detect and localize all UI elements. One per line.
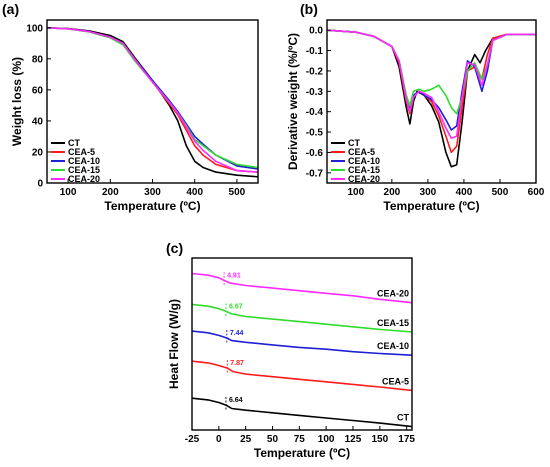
legend-entry: CEA-15 <box>68 165 100 175</box>
x-tick-label: 600 <box>528 187 545 198</box>
y-tick-label: -0.5 <box>306 128 324 139</box>
series-line-cea-5 <box>191 360 413 392</box>
tg-value-label: 6.67 <box>229 303 243 310</box>
x-tick-label: 300 <box>420 187 437 198</box>
x-tick-label: 500 <box>492 187 509 198</box>
y-tick-label: 0.0 <box>309 26 323 37</box>
y-axis-label: Heat Flow (W/g) <box>167 299 181 389</box>
legend-entry: CEA-5 <box>348 147 375 157</box>
y-tick-label: -0.6 <box>306 148 324 159</box>
tg-value-label: 7.87 <box>230 360 244 367</box>
chart-panel-3: (c) -25 0 25 50 75 100 125 150 175 Temperature (ºC… <box>166 240 415 460</box>
series-line-ct <box>191 397 413 428</box>
x-tick-label: 200 <box>384 187 401 198</box>
x-tick-label: 150 <box>371 434 388 445</box>
series-line-ct <box>46 27 259 178</box>
chart-panel-2: (b) 100 200 300 400 500 600 0.0 -0.1 -0.2 -0.3 -0.4… <box>286 1 545 213</box>
chart-panel-1: (a) 100 200 300 400 500 0 20 40 60 80 100 Temperatur… <box>2 1 259 213</box>
panel-label: (a) <box>2 1 19 17</box>
legend-entry: CEA-20 <box>68 174 100 184</box>
legend-entry: CEA-20 <box>348 174 380 184</box>
x-axis-label: Temperature (ºC) <box>383 199 479 213</box>
panel-label: (b) <box>300 1 318 17</box>
y-tick-label: 40 <box>32 116 44 127</box>
y-tick-label: -0.1 <box>306 46 324 57</box>
y-axis-label: Weight loss (%) <box>10 57 24 146</box>
y-tick-label: -0.7 <box>306 168 324 179</box>
x-tick-label: 400 <box>186 187 203 198</box>
series-line-cea-15 <box>191 303 413 333</box>
curve-label: CEA-15 <box>377 318 409 328</box>
series-line-cea-20 <box>326 29 536 139</box>
plot-frame <box>191 257 413 431</box>
x-axis-label: Temperature (ºC) <box>104 199 200 213</box>
y-tick-label: -0.2 <box>306 66 324 77</box>
x-tick-label: 100 <box>60 187 77 198</box>
x-axis-label: Temperature (ºC) <box>254 446 350 460</box>
tg-value-label: 6.64 <box>229 397 243 404</box>
y-tick-label: 100 <box>26 23 43 34</box>
y-tick-label: -0.4 <box>306 107 324 118</box>
x-tick-label: 100 <box>347 187 364 198</box>
tg-value-label: 4.91 <box>227 272 241 279</box>
curve-label: CEA-5 <box>382 376 409 386</box>
x-tick-label: -25 <box>185 434 200 445</box>
series-line-cea-10 <box>326 29 536 131</box>
curve-label: CEA-10 <box>377 341 409 351</box>
series-line-cea-5 <box>326 29 536 154</box>
y-tick-label: -0.3 <box>306 87 324 98</box>
y-tick-label: 60 <box>32 85 44 96</box>
x-tick-label: 50 <box>267 434 279 445</box>
x-tick-label: 125 <box>345 434 362 445</box>
x-tick-label: 200 <box>102 187 119 198</box>
legend-entry: CT <box>68 138 80 148</box>
legend-entry: CEA-15 <box>348 165 380 175</box>
series-line-cea-10 <box>191 330 413 356</box>
x-tick-label: 500 <box>229 187 246 198</box>
curve-label: CEA-20 <box>377 289 409 299</box>
x-tick-label: 100 <box>318 434 335 445</box>
y-axis-label: Derivative weight (%/ºC) <box>286 33 300 170</box>
legend-entry: CEA-10 <box>68 156 100 166</box>
legend-entry: CT <box>348 138 360 148</box>
x-tick-label: 75 <box>294 434 306 445</box>
series-line-cea-20 <box>191 272 413 304</box>
x-tick-label: 400 <box>456 187 473 198</box>
legend-entry: CEA-10 <box>348 156 380 166</box>
panel-label: (c) <box>166 240 183 256</box>
curve-label: CT <box>397 413 409 423</box>
y-tick-label: 0 <box>37 179 43 190</box>
x-tick-label: 0 <box>216 434 222 445</box>
y-tick-label: 20 <box>32 147 44 158</box>
tg-value-label: 7.44 <box>230 330 244 337</box>
y-tick-label: 80 <box>32 54 44 65</box>
plot-frame <box>326 19 537 184</box>
series-line-cea-20 <box>46 27 259 173</box>
x-tick-label: 300 <box>144 187 161 198</box>
legend-entry: CEA-5 <box>68 147 95 157</box>
x-tick-label: 175 <box>398 434 415 445</box>
x-tick-label: 25 <box>240 434 252 445</box>
